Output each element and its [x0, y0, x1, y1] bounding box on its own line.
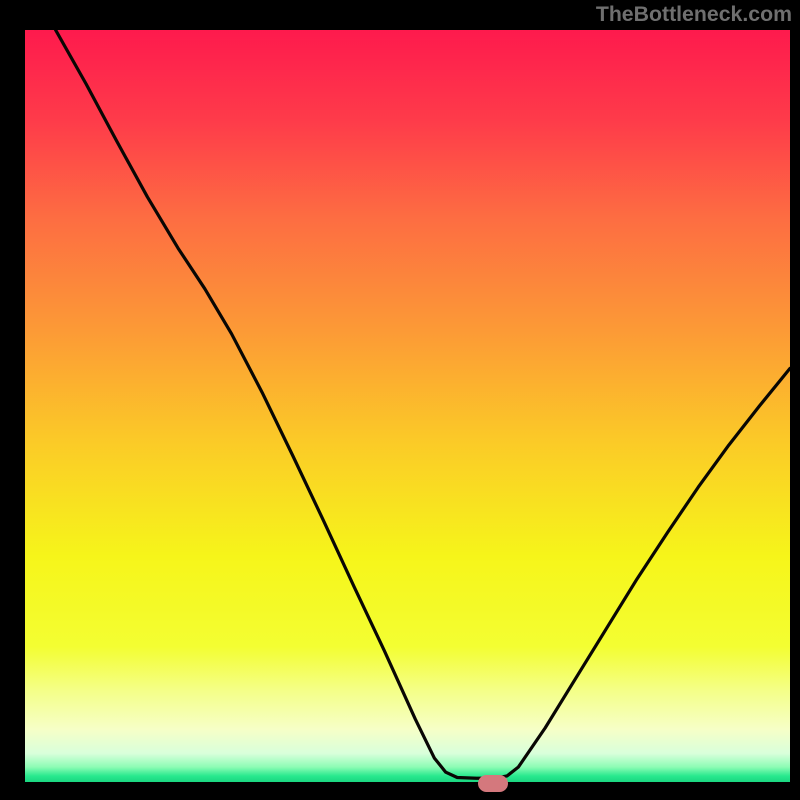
chart-frame: TheBottleneck.com	[0, 0, 800, 800]
bottleneck-marker	[478, 775, 508, 792]
plot-area	[25, 30, 790, 782]
gradient-background	[25, 30, 790, 782]
chart-svg	[25, 30, 790, 782]
watermark-text: TheBottleneck.com	[596, 2, 792, 27]
